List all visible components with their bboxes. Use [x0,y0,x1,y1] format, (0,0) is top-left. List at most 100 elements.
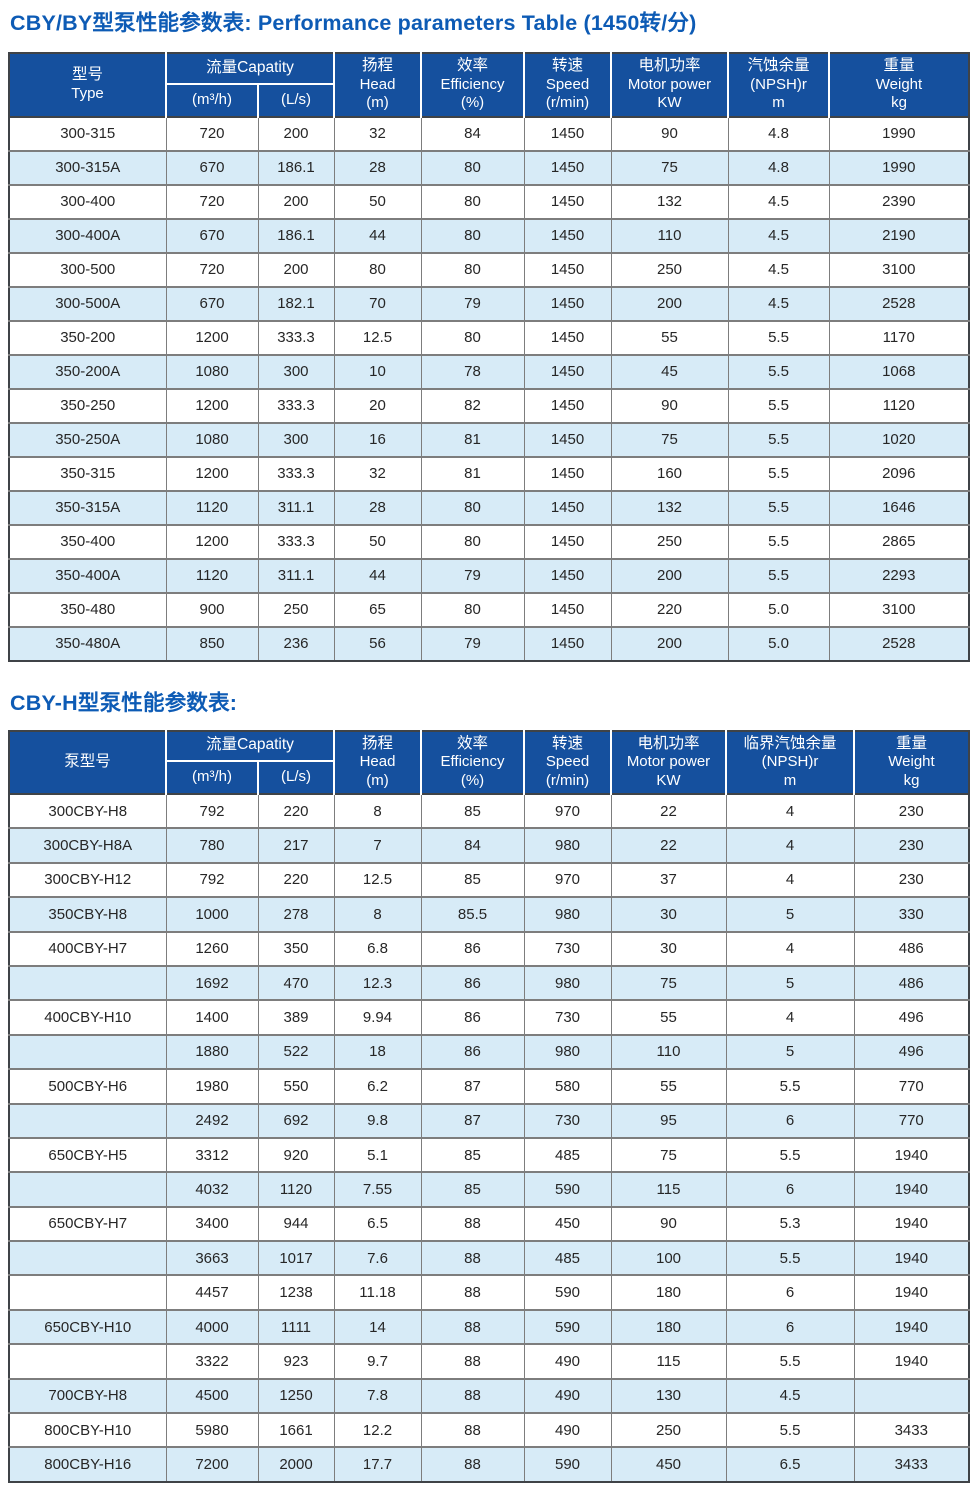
table-cell: 79 [420,625,525,661]
table-cell: 88 [420,1446,525,1483]
table-cell: 79 [420,285,525,321]
table-cell: 470 [257,964,335,1001]
table-row: 300-315 720 200 32 84 1450 90 4.8 1990 [8,115,970,151]
table-cell: 485 [523,1240,612,1276]
table-cell: 1200 [165,455,259,491]
table-cell: 55 [610,319,729,355]
performance-table-cby-h: 泵型号 流量Capatity 扬程 Head (m) 效率 Efficiency… [8,729,970,1483]
table-cell: 9.8 [333,1102,422,1139]
table-cell: 350-250A [8,421,167,457]
table-cell: 4457 [165,1274,259,1311]
column-header-efficiency: 效率 Efficiency (%) [420,730,524,794]
column-header-flow-m3h: (m³/h) [165,83,258,117]
table-cell: 2492 [165,1102,259,1139]
table-cell: 670 [165,285,259,321]
table-cell: 230 [853,861,970,898]
column-header-motor-power: 电机功率 Motor power KW [610,53,728,117]
table-cell: 980 [523,827,612,864]
table-cell: 4.5 [727,285,830,321]
table-cell: 1661 [257,1412,335,1448]
table-cell: 944 [257,1205,335,1242]
table-cell: 580 [523,1068,612,1105]
table-cell: 80 [420,523,525,559]
table-cell: 44 [333,217,422,253]
table-cell: 1450 [523,489,612,525]
table-cell: 400CBY-H10 [8,999,167,1036]
table-cell: 8 [333,896,422,933]
table-cell: 522 [257,1033,335,1070]
table-cell: 670 [165,149,259,185]
table-cell: 1450 [523,523,612,559]
table-cell: 350-315 [8,455,167,491]
table-cell: 4 [725,827,855,864]
table-cell: 90 [610,387,729,423]
table-cell: 6.2 [333,1068,422,1105]
table-cell: 82 [420,387,525,423]
table-cell: 86 [420,964,525,1001]
table-cell: 3433 [853,1446,970,1483]
table-cell: 1940 [853,1171,970,1208]
table-cell: 2390 [828,183,970,219]
table-row: 350-400 1200 333.3 50 80 1450 250 5.5 2865 [8,523,970,559]
table-cell: 30 [610,896,727,933]
table-cell: 5.5 [727,489,830,525]
table-cell [8,1102,167,1139]
table-cell: 5.5 [727,353,830,389]
table-cell: 1080 [165,421,259,457]
table-cell: 692 [257,1102,335,1139]
column-header-type: 型号 Type [9,53,166,117]
table-cell: 1120 [257,1171,335,1208]
table-cell: 9.7 [333,1343,422,1380]
table-cell: 3100 [828,251,970,287]
table-cell: 6.5 [333,1205,422,1242]
table-row: 400CBY-H7 1260 350 6.8 86 730 30 4 486 [8,930,970,967]
table-cell: 80 [420,319,525,355]
table-row: 4032 1120 7.55 85 590 115 6 1940 [8,1171,970,1208]
table-cell: 4000 [165,1308,259,1345]
table-cell: 5.5 [725,1068,855,1105]
table-cell: 1940 [853,1205,970,1242]
table-cell: 6 [725,1308,855,1345]
table-cell: 1120 [828,387,970,423]
table-cell: 5.5 [725,1343,855,1380]
table-cell: 85 [420,792,525,829]
table-row: 350-250 1200 333.3 20 82 1450 90 5.5 1120 [8,387,970,423]
table-row: 500CBY-H6 1980 550 6.2 87 580 55 5.5 770 [8,1068,970,1105]
table-cell: 730 [523,999,612,1036]
table-cell: 1450 [523,421,612,457]
table-cell: 200 [610,625,729,661]
table-cell: 17.7 [333,1446,422,1483]
table-cell: 720 [165,183,259,219]
table-cell: 182.1 [257,285,335,321]
table-cell: 22 [610,827,727,864]
table-row: 350-250A 1080 300 16 81 1450 75 5.5 1020 [8,421,970,457]
table-cell: 550 [257,1068,335,1105]
table-cell: 88 [420,1240,525,1276]
table-cell: 300 [257,353,335,389]
table-row: 700CBY-H8 4500 1250 7.8 88 490 130 4.5 [8,1377,970,1414]
table-cell: 80 [420,251,525,287]
table2-body: 300CBY-H8 792 220 8 85 970 22 4 230 300CBY-H8A 780… [8,792,970,1483]
table-cell: 450 [610,1446,727,1483]
table-cell: 16 [333,421,422,457]
table-cell: 5.5 [727,557,830,593]
column-header-speed: 转速 Speed (r/min) [523,730,611,794]
table-cell: 55 [610,1068,727,1105]
table-cell: 7.8 [333,1377,422,1414]
table-cell: 236 [257,625,335,661]
table-cell: 300-315A [8,149,167,185]
table-cell: 84 [420,827,525,864]
table-cell: 1000 [165,896,259,933]
table-cell: 730 [523,930,612,967]
table-cell: 75 [610,1136,727,1173]
table-cell: 400CBY-H7 [8,930,167,967]
table-cell: 1940 [853,1136,970,1173]
table-cell: 5980 [165,1412,259,1448]
table-cell: 200 [610,285,729,321]
table-cell: 300 [257,421,335,457]
table-row: 1692 470 12.3 86 980 75 5 486 [8,964,970,1001]
table-row: 350-480A 850 236 56 79 1450 200 5.0 2528 [8,625,970,661]
table-cell: 56 [333,625,422,661]
table-cell: 450 [523,1205,612,1242]
